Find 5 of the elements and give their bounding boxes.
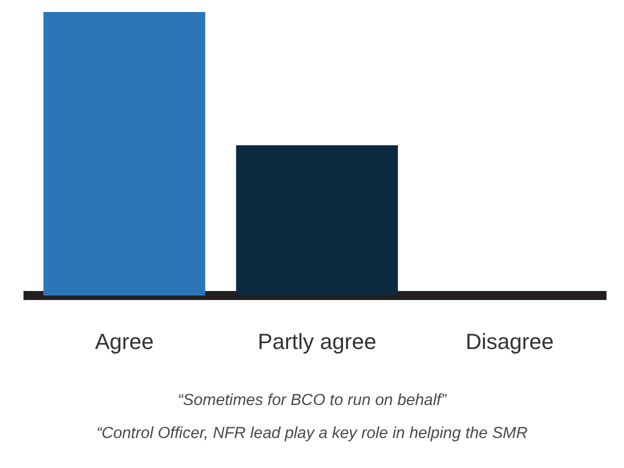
- x-tick-label: Agree: [94, 328, 154, 354]
- text: “Sometimes for BCO to run on behalf”: [176, 392, 448, 410]
- x-tick-label: Partly agree: [258, 328, 376, 354]
- x-tick-label: Disagree: [466, 328, 554, 354]
- text: “Control Officer, NFR lead play a key role in helping the SMR: [95, 425, 529, 443]
